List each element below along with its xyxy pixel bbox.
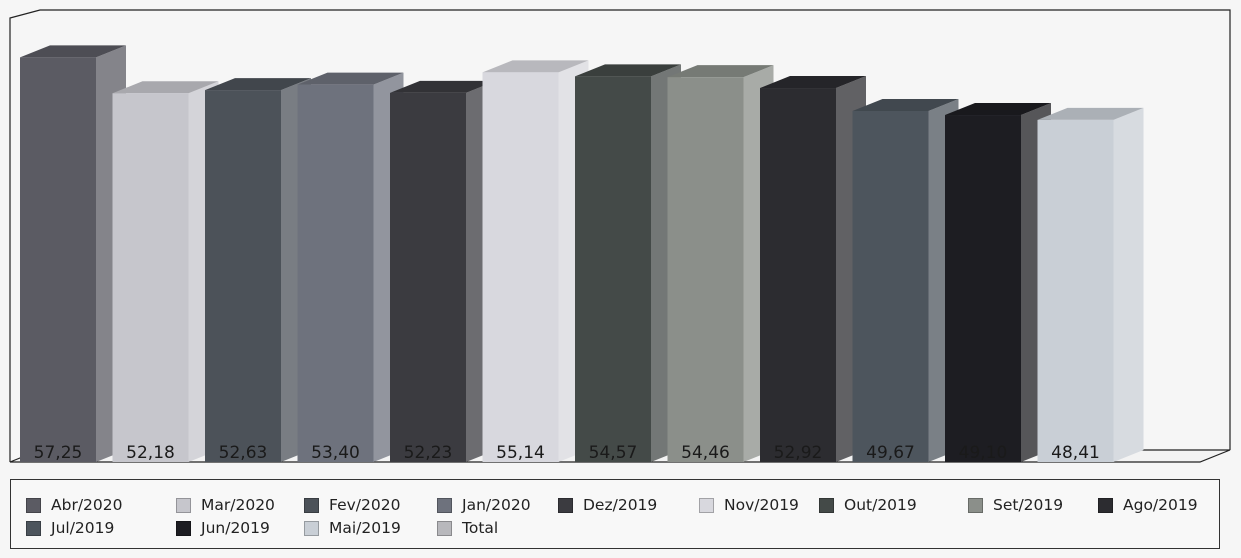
bar-side xyxy=(1113,107,1144,463)
data-label: 52,63 xyxy=(219,443,268,463)
data-label: 48,41 xyxy=(1051,443,1100,463)
legend-item: Set/2019 xyxy=(968,496,1063,514)
chart-legend: Abr/2020 Mar/2020 Fev/2020 Jan/2020 Dez/2019… xyxy=(10,479,1220,549)
data-label: 49,10 xyxy=(959,443,1008,463)
legend-swatch xyxy=(437,520,452,536)
legend-label: Fev/2020 xyxy=(329,496,401,514)
bar xyxy=(667,77,744,463)
bar-top xyxy=(667,65,774,78)
legend-swatch xyxy=(819,497,834,513)
bar-chart: 57,25 52,18 52,63 53,40 52,23 55,14 54,57 54,46… xyxy=(9,9,1231,463)
chart-back-wall xyxy=(9,9,1231,462)
bar-top xyxy=(852,98,959,111)
legend-item: Total xyxy=(437,519,498,537)
legend-label: Jun/2019 xyxy=(201,519,270,537)
data-label: 54,57 xyxy=(589,443,638,463)
bar-top xyxy=(760,76,866,89)
bar-top xyxy=(945,103,1051,116)
legend-label: Set/2019 xyxy=(993,496,1064,514)
legend-item: Mar/2020 xyxy=(176,496,275,514)
data-label: 52,23 xyxy=(404,443,453,463)
legend-item: Nov/2019 xyxy=(699,496,799,514)
legend-label: Jul/2019 xyxy=(51,519,115,537)
data-label: 52,18 xyxy=(126,443,175,463)
legend-label: Total xyxy=(462,519,499,537)
legend-item: Ago/2019 xyxy=(1098,496,1198,514)
data-label: 53,40 xyxy=(311,443,360,463)
legend-item: Abr/2020 xyxy=(26,496,122,514)
legend-label: Ago/2019 xyxy=(1123,496,1198,514)
legend-swatch xyxy=(437,497,452,513)
legend-swatch xyxy=(176,520,191,536)
bar-top xyxy=(20,45,126,58)
legend-label: Mai/2019 xyxy=(329,519,401,537)
legend-swatch xyxy=(26,520,41,536)
bar xyxy=(1037,119,1114,463)
bar xyxy=(760,88,836,463)
legend-swatch xyxy=(304,497,319,513)
legend-label: Mar/2020 xyxy=(201,496,275,514)
bar xyxy=(20,57,96,462)
bar-top xyxy=(575,64,681,77)
legend-item: Jan/2020 xyxy=(437,496,531,514)
bar xyxy=(297,84,374,462)
bar-top xyxy=(112,81,219,94)
legend-swatch xyxy=(968,497,983,513)
data-label: 57,25 xyxy=(34,443,83,463)
legend-label: Jan/2020 xyxy=(462,496,531,514)
legend-label: Dez/2019 xyxy=(583,496,658,514)
data-label: 49,67 xyxy=(866,443,915,463)
legend-label: Out/2019 xyxy=(844,496,917,514)
data-label: 52,92 xyxy=(774,443,823,463)
bar xyxy=(852,110,929,463)
data-label: 55,14 xyxy=(496,443,545,463)
bar xyxy=(390,92,466,463)
legend-item: Fev/2020 xyxy=(304,496,400,514)
bar-top xyxy=(1037,107,1144,120)
legend-swatch xyxy=(1098,497,1113,513)
legend-item: Mai/2019 xyxy=(304,519,401,537)
bar xyxy=(482,72,559,463)
bar xyxy=(112,93,189,463)
bar xyxy=(945,115,1021,462)
legend-item: Dez/2019 xyxy=(558,496,657,514)
legend-item: Jun/2019 xyxy=(176,519,270,537)
legend-item: Jul/2019 xyxy=(26,519,114,537)
legend-item: Out/2019 xyxy=(819,496,917,514)
bar-top xyxy=(482,60,589,73)
legend-label: Abr/2020 xyxy=(51,496,123,514)
legend-swatch xyxy=(699,497,714,513)
bar xyxy=(575,76,651,462)
bar-top xyxy=(297,72,404,85)
bar-top xyxy=(205,78,311,91)
legend-swatch xyxy=(176,497,191,513)
legend-swatch xyxy=(304,520,319,536)
bar xyxy=(205,90,281,463)
bar-top xyxy=(390,80,496,93)
data-label: 54,46 xyxy=(681,443,730,463)
legend-swatch xyxy=(26,497,41,513)
legend-label: Nov/2019 xyxy=(724,496,799,514)
legend-swatch xyxy=(558,497,573,513)
